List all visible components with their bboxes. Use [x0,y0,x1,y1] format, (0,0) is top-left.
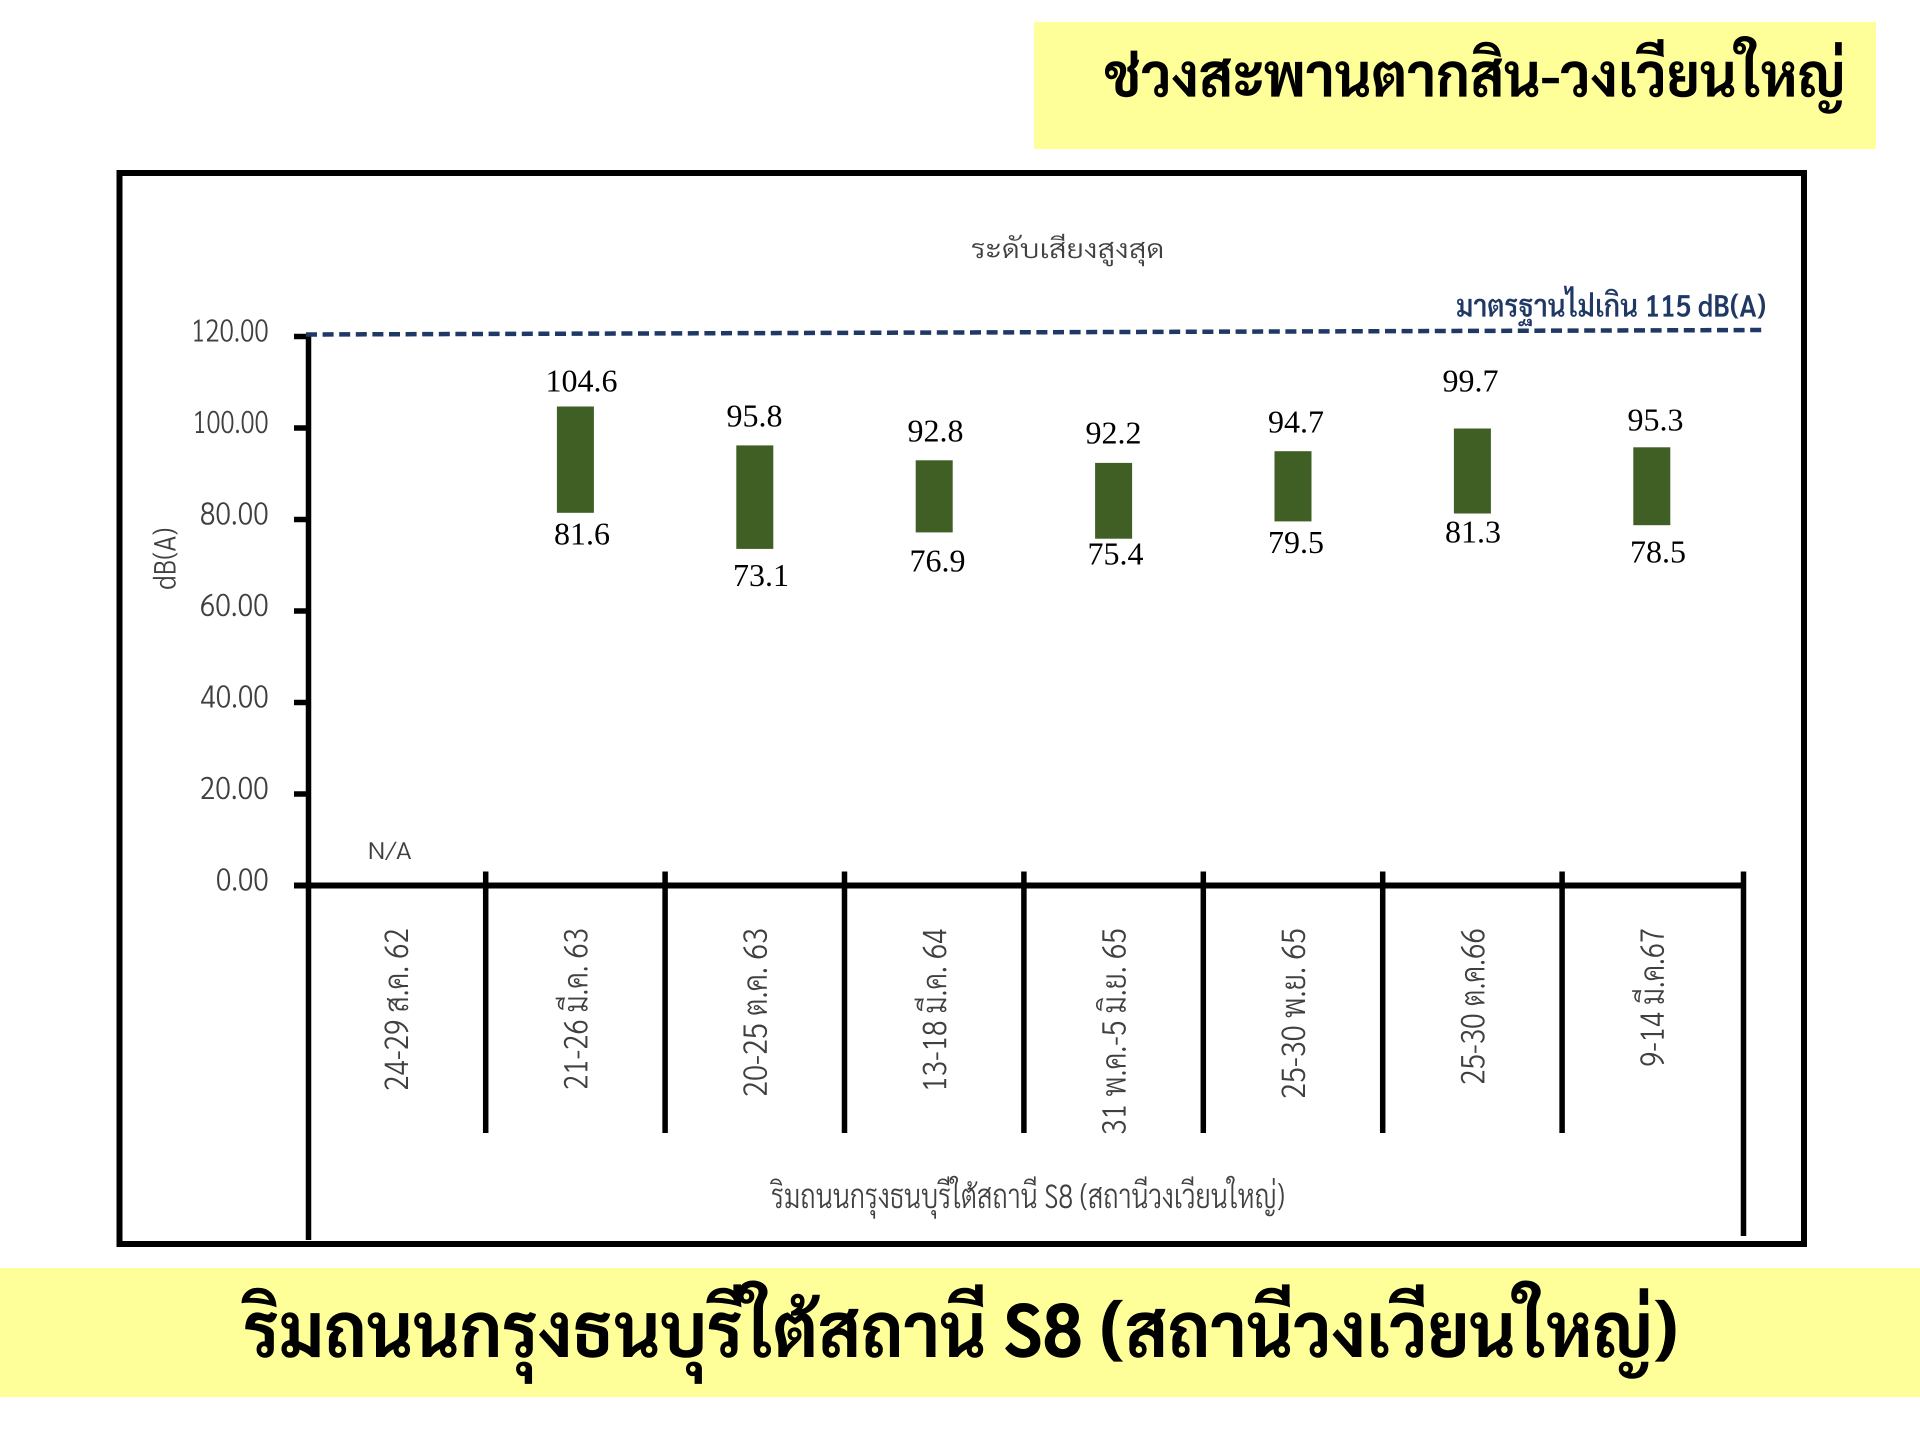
svg-text:76.9: 76.9 [910,543,966,579]
svg-text:94.7: 94.7 [1268,404,1324,440]
svg-text:73.1: 73.1 [733,557,789,593]
svg-text:95.3: 95.3 [1628,402,1684,438]
svg-text:104.6: 104.6 [546,363,618,399]
svg-text:79.5: 79.5 [1268,524,1324,560]
svg-text:92.8: 92.8 [908,413,964,449]
svg-text:81.3: 81.3 [1445,514,1501,550]
svg-text:92.2: 92.2 [1086,415,1142,451]
svg-text:95.8: 95.8 [727,398,783,434]
svg-text:99.7: 99.7 [1443,363,1499,399]
svg-text:75.4: 75.4 [1088,536,1144,572]
svg-text:78.5: 78.5 [1630,534,1686,570]
svg-text:81.6: 81.6 [554,516,610,552]
